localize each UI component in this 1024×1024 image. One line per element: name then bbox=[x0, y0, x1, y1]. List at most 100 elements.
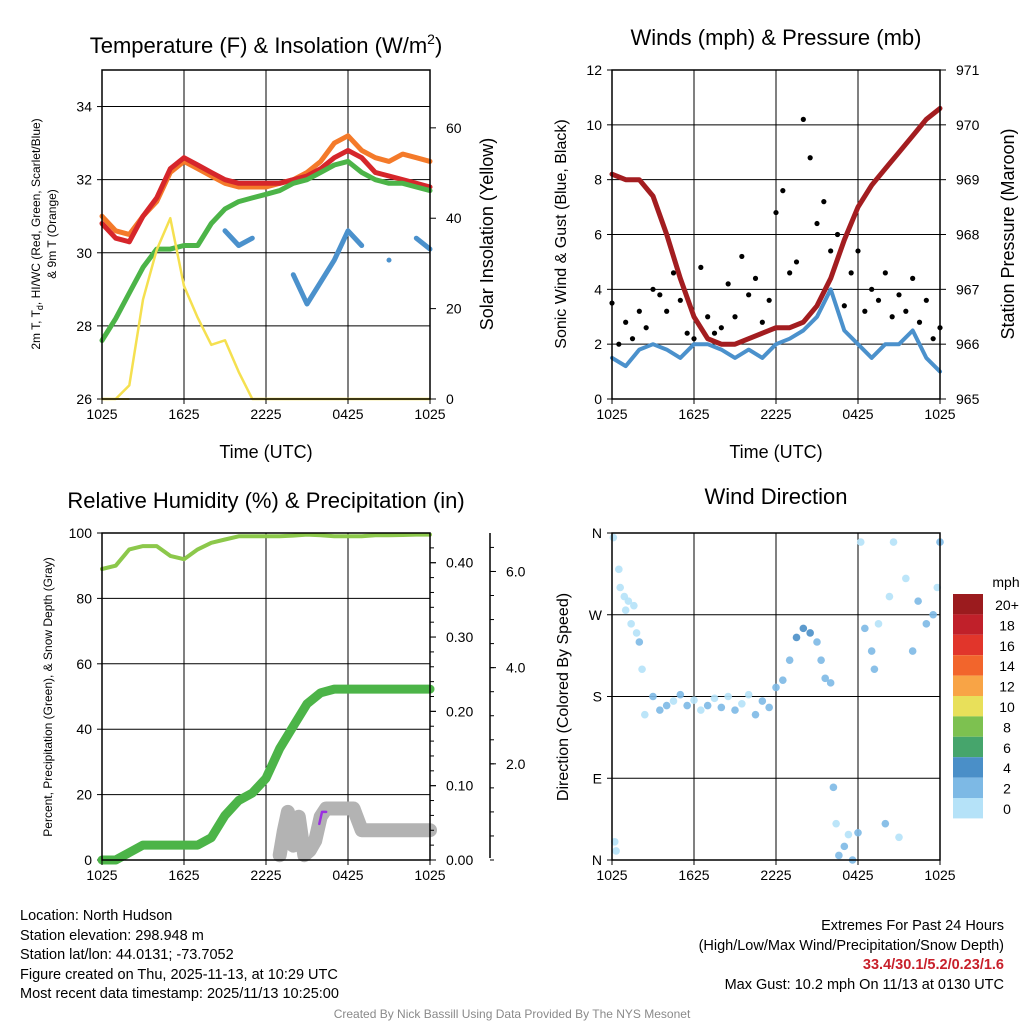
y-axis-label: Percent, Precipitation (Green), & Snow D… bbox=[41, 557, 55, 836]
direction-point bbox=[881, 819, 890, 828]
x-tick-label: 1625 bbox=[678, 406, 709, 422]
gust-point bbox=[636, 308, 642, 314]
speed-legend: mph 20+ 18 16 14 12 10 8 6 4 2 0 bbox=[953, 574, 1020, 819]
gust-point bbox=[705, 314, 711, 320]
gust-point bbox=[780, 188, 786, 194]
gust-point bbox=[862, 308, 868, 314]
y-tick-label: E bbox=[593, 770, 602, 786]
gust-point bbox=[787, 270, 793, 276]
gust-point bbox=[718, 325, 724, 331]
direction-point bbox=[806, 629, 814, 637]
direction-point bbox=[856, 538, 865, 546]
gust-point bbox=[848, 270, 854, 276]
y2-tick-label: 965 bbox=[956, 391, 980, 407]
y2-tick-label: 968 bbox=[956, 227, 980, 243]
extremes-values: 33.4/30.1/5.2/0.23/1.6 bbox=[862, 957, 1004, 973]
y-tick-label: 4 bbox=[594, 281, 602, 297]
y3-tick-label: 6.0 bbox=[506, 563, 526, 579]
direction-point bbox=[870, 665, 879, 674]
extremes-summary: Extremes For Past 24 Hours (High/Low/Max… bbox=[699, 917, 1004, 995]
direction-point bbox=[772, 683, 780, 692]
y2-tick-label: 0.20 bbox=[446, 703, 473, 719]
created-text: Figure created on Thu, 2025-11-13, at 10… bbox=[20, 966, 338, 983]
series-hi-wc bbox=[290, 228, 365, 307]
gust-point bbox=[670, 270, 677, 276]
y-axis-label: Sonic Wind & Gust (Blue, Black) bbox=[553, 119, 570, 348]
gust-point bbox=[766, 297, 772, 303]
y3-tick-label: 2.0 bbox=[506, 756, 526, 772]
gust-point bbox=[889, 314, 895, 320]
chart-title: Temperature (F) & Insolation (W/m2) bbox=[90, 31, 443, 58]
chart-title: Wind Direction bbox=[704, 484, 847, 509]
gust-point bbox=[643, 325, 649, 331]
y2-tick-label: 0.00 bbox=[446, 852, 473, 868]
x-tick-label: 1025 bbox=[596, 406, 627, 422]
direction-point bbox=[844, 830, 853, 839]
legend-swatch bbox=[953, 594, 983, 615]
direction-point bbox=[861, 624, 869, 633]
x-tick-label: 1025 bbox=[86, 867, 117, 883]
y2-tick-label: 970 bbox=[956, 117, 980, 133]
gust-point bbox=[664, 308, 670, 314]
direction-point bbox=[638, 665, 646, 674]
x-tick-label: 1625 bbox=[168, 406, 199, 422]
y2-tick-label: 20 bbox=[446, 301, 462, 317]
recent-data-text: Most recent data timestamp: 2025/11/13 1… bbox=[20, 986, 339, 1002]
legend-label: 6 bbox=[1003, 740, 1011, 756]
x-axis-label: Time (UTC) bbox=[729, 442, 822, 462]
gust-point bbox=[800, 116, 806, 122]
chart-title: Winds (mph) & Pressure (mb) bbox=[631, 25, 922, 50]
series-snow-increment bbox=[318, 810, 328, 826]
gust-point bbox=[773, 209, 779, 216]
direction-point bbox=[621, 606, 630, 615]
x-tick-label: 1625 bbox=[678, 867, 709, 883]
y2-tick-label: 40 bbox=[446, 210, 462, 226]
gust-point bbox=[882, 270, 888, 276]
direction-point bbox=[929, 610, 937, 619]
series-relative-humidity bbox=[100, 532, 432, 571]
direction-point bbox=[840, 842, 849, 851]
panel-2: 0 2 4 6 8 10 12 965 966 967 968 969 970 971 1025 1625 22… bbox=[553, 25, 1018, 462]
y-tick-label: 12 bbox=[586, 62, 602, 78]
direction-point bbox=[821, 674, 829, 683]
y-tick-label: 60 bbox=[76, 656, 92, 672]
y2-tick-label: 969 bbox=[956, 172, 980, 188]
direction-point bbox=[690, 696, 698, 704]
y-tick-label: 26 bbox=[76, 391, 92, 407]
legend-label: 20+ bbox=[995, 597, 1019, 613]
direction-point bbox=[616, 583, 624, 592]
legend-swatch bbox=[953, 696, 983, 717]
y-tick-label: 32 bbox=[76, 172, 92, 188]
y2-tick-label: 0.10 bbox=[446, 778, 473, 794]
direction-point bbox=[799, 624, 808, 633]
direction-point bbox=[649, 692, 657, 701]
series-pressure bbox=[609, 105, 943, 347]
y2-tick-label: 0 bbox=[446, 391, 454, 407]
y-axis-label-line2: & 9m T (Orange) bbox=[45, 189, 59, 279]
legend-swatch bbox=[953, 655, 983, 676]
y2-tick-label: 0.40 bbox=[446, 555, 473, 571]
direction-point bbox=[683, 701, 691, 710]
gust-point bbox=[684, 330, 690, 336]
series-2m-t bbox=[99, 147, 433, 245]
gust-point bbox=[711, 330, 718, 336]
series-snow-depth bbox=[272, 801, 437, 863]
y2-tick-label: 971 bbox=[956, 62, 980, 78]
y-axis-label: Direction (Colored By Speed) bbox=[555, 593, 572, 801]
gust-point bbox=[793, 259, 800, 265]
legend-swatch bbox=[953, 798, 983, 819]
direction-point bbox=[832, 819, 840, 828]
y-tick-label: 8 bbox=[594, 172, 602, 188]
x-tick-label: 0425 bbox=[332, 867, 363, 883]
legend-swatch bbox=[953, 757, 983, 778]
direction-point bbox=[779, 676, 787, 684]
gust-point bbox=[896, 292, 902, 298]
x-tick-label: 2225 bbox=[760, 867, 791, 883]
direction-point bbox=[610, 838, 619, 846]
legend-swatch bbox=[953, 736, 983, 758]
direction-point bbox=[624, 597, 633, 605]
direction-point bbox=[612, 847, 620, 855]
direction-point bbox=[710, 694, 719, 703]
